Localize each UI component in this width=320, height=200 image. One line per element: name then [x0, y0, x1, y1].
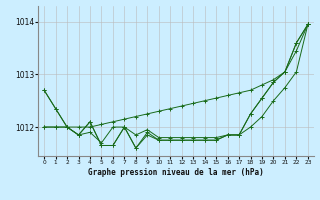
X-axis label: Graphe pression niveau de la mer (hPa): Graphe pression niveau de la mer (hPa) — [88, 168, 264, 177]
